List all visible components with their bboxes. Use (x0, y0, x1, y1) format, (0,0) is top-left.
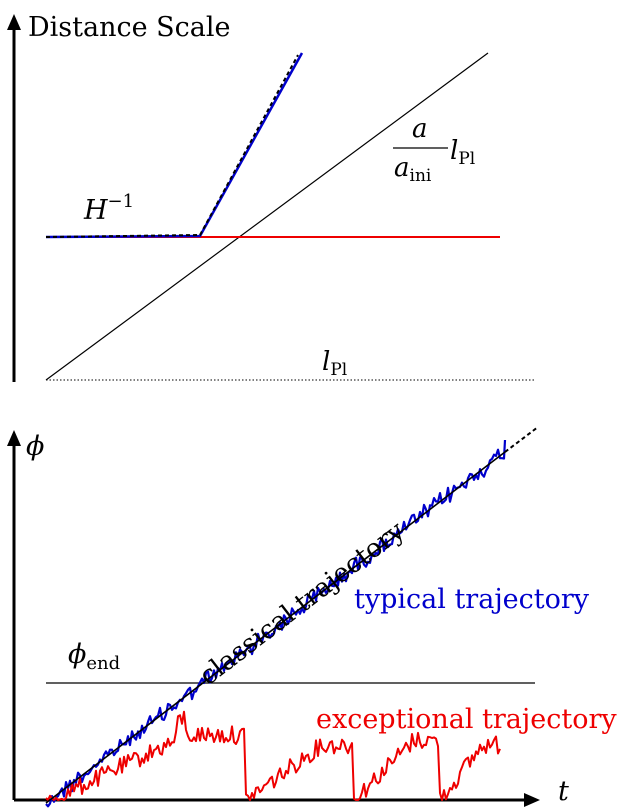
bottom-y-axis-label: ϕ (26, 431, 44, 462)
classical-hubble-branch (45, 54, 299, 238)
svg-text:lPl: lPl (450, 136, 475, 169)
svg-text:a: a (412, 114, 428, 144)
exceptional-trajectory-label: exceptional trajectory (316, 704, 617, 735)
top-panel: Distance Scale lPl a aini lPl H−1 (7, 12, 535, 382)
hubble-label: H−1 (83, 191, 134, 226)
bottom-panel: ϕ t ϕend classical trajectory typical tr… (7, 426, 617, 808)
typical-trajectory-label: typical trajectory (354, 584, 590, 615)
planck-length-label: lPl (322, 347, 347, 380)
classical-trajectory (45, 451, 506, 804)
bottom-x-axis-arrow-icon (524, 793, 540, 807)
exceptional-trajectory (45, 710, 501, 801)
bottom-y-axis-arrow-icon (7, 430, 21, 446)
scale-factor-label: a aini lPl (393, 114, 475, 186)
phi-end-label: ϕend (68, 639, 120, 674)
svg-text:aini: aini (394, 153, 432, 186)
scale-factor-line (45, 52, 489, 381)
top-y-axis-label: Distance Scale (28, 12, 231, 43)
classical-trajectory-extension (504, 426, 539, 453)
bottom-x-axis-label: t (558, 776, 569, 807)
top-y-axis-arrow-icon (7, 14, 21, 30)
